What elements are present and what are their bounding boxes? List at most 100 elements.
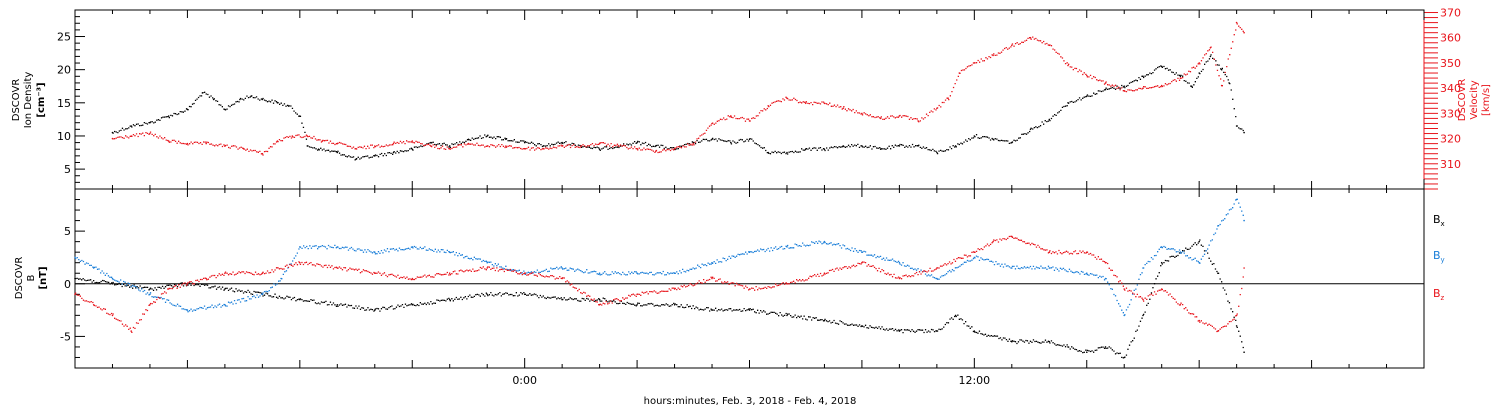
by-point bbox=[486, 261, 489, 264]
velocity-point bbox=[542, 147, 545, 150]
bz-point bbox=[1123, 288, 1125, 290]
bx-point bbox=[1048, 340, 1051, 343]
bx-point bbox=[1217, 272, 1219, 275]
density-point bbox=[1086, 95, 1088, 97]
by-point bbox=[317, 246, 320, 248]
velocity-point bbox=[842, 107, 844, 110]
velocity-trace bbox=[112, 23, 1244, 156]
velocity-point bbox=[1104, 82, 1107, 84]
velocity-point bbox=[879, 117, 882, 120]
velocity-point bbox=[917, 120, 919, 122]
bx-point bbox=[336, 304, 339, 306]
velocity-point bbox=[692, 142, 695, 145]
by-point bbox=[1235, 198, 1238, 201]
density-point bbox=[317, 148, 320, 150]
velocity-point bbox=[1209, 47, 1212, 49]
bz-point bbox=[1179, 304, 1182, 306]
velocity-point bbox=[973, 62, 976, 64]
velocity-point bbox=[823, 102, 826, 105]
density-point bbox=[355, 158, 357, 160]
bz-point bbox=[823, 272, 826, 275]
density-point bbox=[299, 115, 301, 117]
density-point bbox=[748, 138, 751, 141]
velocity-point bbox=[598, 142, 601, 145]
by-point bbox=[1086, 272, 1088, 275]
by-point bbox=[598, 272, 601, 275]
bz-point bbox=[898, 277, 901, 280]
velocity-axis-title-line3: [km/s] bbox=[1481, 84, 1492, 116]
velocity-point bbox=[1029, 36, 1032, 39]
density-point bbox=[336, 151, 339, 154]
velocity-tick-label: 340 bbox=[1440, 82, 1461, 95]
density-point bbox=[261, 98, 264, 101]
bx-point bbox=[74, 277, 76, 280]
time-tick-label: 0:00 bbox=[512, 374, 537, 387]
by-series bbox=[74, 198, 1245, 317]
density-tick-label: 15 bbox=[57, 97, 71, 110]
density-point bbox=[130, 125, 132, 127]
bx-point bbox=[748, 309, 751, 311]
bz-point bbox=[1217, 330, 1219, 332]
b-tick-label: 0 bbox=[64, 278, 71, 291]
velocity-point bbox=[505, 145, 507, 147]
bx-point bbox=[1243, 351, 1245, 354]
bx-point bbox=[224, 288, 226, 290]
top-plot-frame bbox=[74, 9, 1425, 190]
velocity-point bbox=[655, 150, 657, 152]
velocity-axis: 310 320 330 340 350 360 370 bbox=[1423, 7, 1461, 190]
density-point bbox=[879, 148, 882, 150]
density-point bbox=[542, 145, 545, 147]
bx-point bbox=[1086, 351, 1088, 354]
bx-point bbox=[486, 293, 489, 296]
bz-point bbox=[374, 272, 376, 275]
velocity-point bbox=[321, 140, 324, 142]
bx-point bbox=[598, 298, 601, 301]
by-point bbox=[280, 277, 282, 280]
bx-trace bbox=[75, 239, 1244, 359]
density-point bbox=[1011, 141, 1013, 144]
bz-trace bbox=[75, 235, 1244, 334]
bz-point bbox=[786, 283, 788, 285]
density-point bbox=[224, 108, 226, 111]
density-series bbox=[111, 54, 1245, 161]
bz-point bbox=[861, 261, 863, 264]
density-point bbox=[486, 135, 489, 137]
velocity-point bbox=[355, 147, 357, 150]
bz-point bbox=[486, 267, 489, 269]
density-axis-title-line3: [cm⁻³] bbox=[36, 82, 47, 117]
velocity-point bbox=[167, 140, 170, 142]
magnetic-field-panel: -5 0 5 0:00 12:00 Bx By Bz DSCOVR B [nT] bbox=[14, 10, 1445, 387]
velocity-point bbox=[242, 147, 245, 150]
velocity-point bbox=[936, 107, 938, 110]
bz-point bbox=[167, 288, 170, 290]
density-point bbox=[992, 138, 994, 141]
velocity-tick-label: 350 bbox=[1440, 57, 1461, 70]
velocity-point bbox=[561, 145, 563, 147]
bz-point bbox=[561, 277, 563, 280]
density-point bbox=[1243, 131, 1245, 134]
density-point bbox=[430, 141, 432, 144]
by-point bbox=[973, 256, 976, 259]
bx-point bbox=[1235, 325, 1238, 327]
bz-point bbox=[992, 240, 994, 243]
velocity-point bbox=[898, 115, 901, 117]
bz-point bbox=[224, 272, 226, 275]
by-point bbox=[336, 246, 339, 248]
density-point bbox=[167, 115, 170, 117]
velocity-point bbox=[411, 140, 414, 142]
density-point bbox=[1067, 102, 1069, 104]
bx-point bbox=[411, 304, 414, 306]
by-point bbox=[786, 246, 788, 248]
velocity-point bbox=[804, 102, 807, 105]
velocity-point bbox=[261, 152, 264, 155]
density-point bbox=[636, 141, 638, 144]
velocity-point bbox=[336, 142, 339, 145]
bz-point bbox=[748, 288, 751, 290]
bz-point bbox=[111, 314, 114, 317]
density-point bbox=[917, 145, 919, 147]
velocity-point bbox=[186, 142, 189, 145]
bx-point bbox=[936, 330, 938, 332]
density-point bbox=[936, 151, 938, 154]
velocity-point bbox=[224, 145, 226, 147]
velocity-point bbox=[636, 147, 638, 150]
